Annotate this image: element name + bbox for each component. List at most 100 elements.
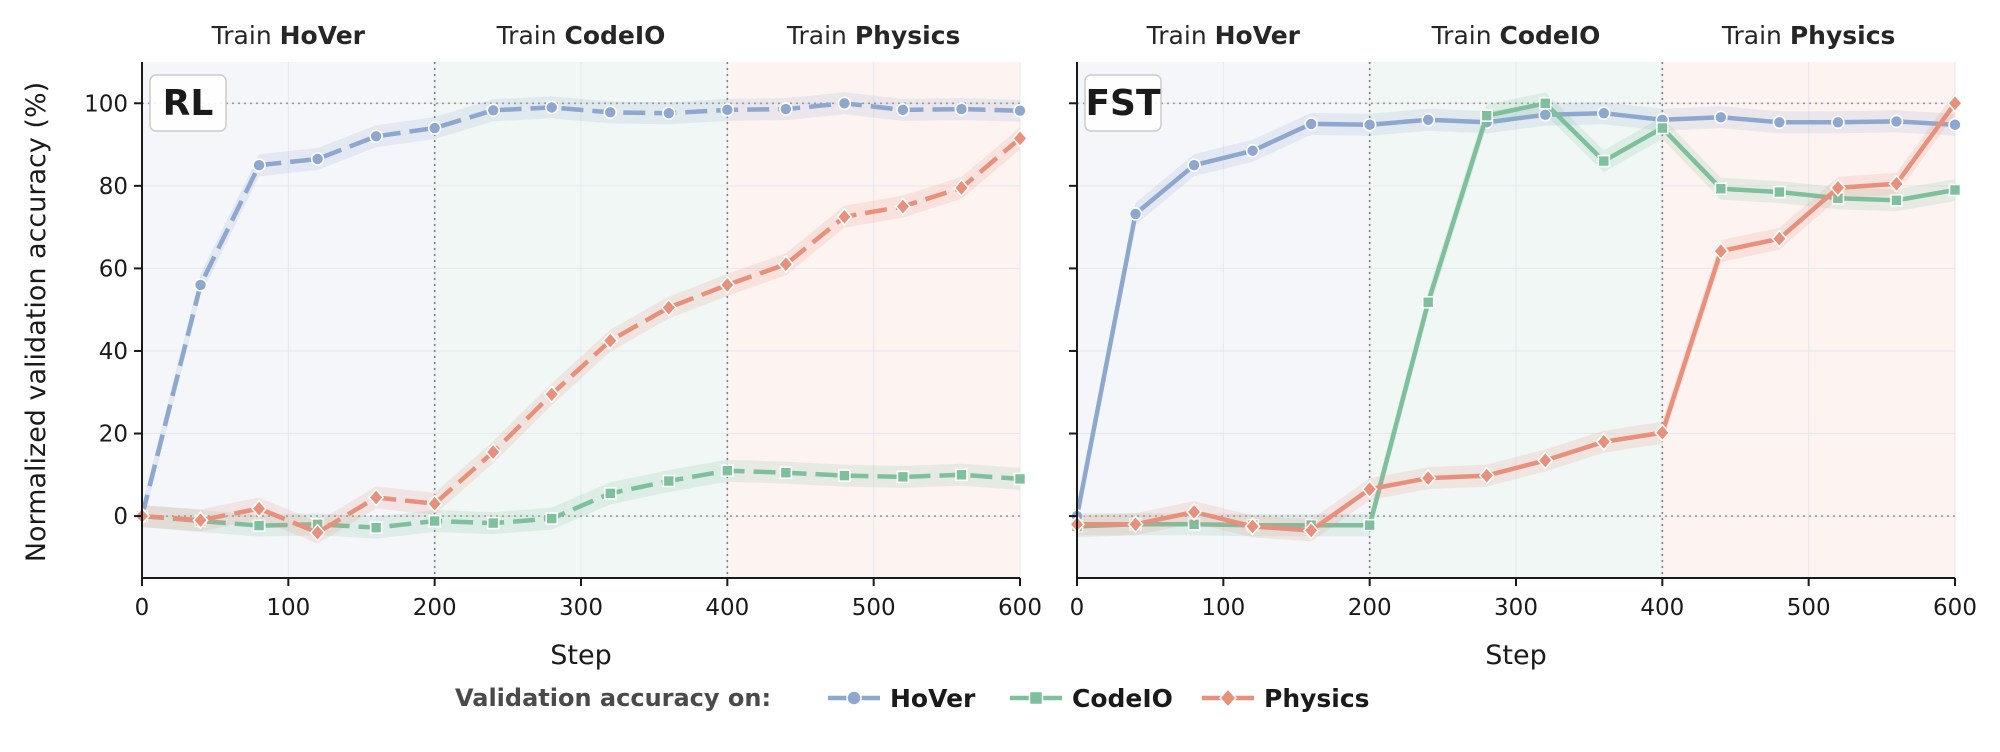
x-tick-label: 100 bbox=[266, 595, 310, 621]
x-tick-label: 400 bbox=[705, 595, 749, 621]
phase-label: Train Physics bbox=[1721, 21, 1896, 50]
data-point-codeio bbox=[721, 464, 734, 477]
data-point-hover bbox=[193, 278, 208, 292]
legend-title: Validation accuracy on: bbox=[455, 684, 771, 712]
data-point-hover bbox=[954, 102, 969, 116]
legend-label: CodeIO bbox=[1072, 684, 1173, 713]
x-tick-label: 600 bbox=[998, 595, 1042, 621]
data-point-hover bbox=[1245, 143, 1260, 158]
x-tick-label: 0 bbox=[135, 595, 150, 621]
data-point-physics bbox=[543, 385, 560, 404]
x-tick-label: 500 bbox=[1787, 595, 1831, 621]
y-tick-label: 100 bbox=[84, 91, 128, 117]
data-point-physics bbox=[1186, 502, 1203, 522]
data-point-codeio bbox=[1597, 154, 1611, 168]
data-point-physics bbox=[251, 499, 268, 518]
series-line-hover bbox=[139, 101, 1021, 517]
data-point-codeio bbox=[603, 487, 617, 500]
y-tick-label: 0 bbox=[113, 504, 128, 530]
data-point-physics bbox=[602, 331, 619, 350]
y-tick-label: 80 bbox=[99, 174, 128, 200]
x-tick-label: 200 bbox=[1348, 595, 1392, 621]
data-point-physics bbox=[1888, 174, 1905, 193]
data-point-hover bbox=[896, 103, 910, 117]
x-tick-label: 0 bbox=[1070, 595, 1085, 621]
phase-label-prefix: Train bbox=[1146, 21, 1215, 50]
data-point-hover bbox=[1948, 117, 1962, 132]
data-point-hover bbox=[427, 121, 442, 135]
legend: Validation accuracy on: HoVer CodeIO Physic… bbox=[455, 684, 1370, 713]
data-point-hover bbox=[1714, 110, 1728, 125]
data-point-hover bbox=[720, 103, 735, 117]
data-point-physics bbox=[1478, 466, 1495, 485]
data-point-codeio bbox=[1773, 185, 1786, 199]
data-point-hover bbox=[1128, 207, 1143, 221]
data-point-physics bbox=[192, 510, 209, 530]
data-point-physics bbox=[1011, 129, 1029, 148]
data-point-codeio bbox=[662, 474, 676, 488]
data-point-codeio bbox=[779, 466, 793, 480]
y-axis-label: Normalized validation accuracy (%) bbox=[21, 82, 52, 562]
phase-label-prefix: Train bbox=[786, 21, 855, 50]
x-tick-label: 300 bbox=[1494, 595, 1538, 621]
data-point-physics bbox=[1829, 178, 1846, 198]
data-point-codeio bbox=[486, 516, 500, 530]
legend-item-hover: HoVer bbox=[828, 684, 976, 713]
data-point-physics bbox=[953, 178, 970, 198]
y-tick-label: 20 bbox=[99, 422, 128, 448]
data-point-hover bbox=[1772, 115, 1787, 130]
data-point-hover bbox=[779, 102, 793, 116]
legend-marker bbox=[1218, 687, 1238, 709]
data-point-physics bbox=[426, 494, 443, 513]
phase-label-task: HoVer bbox=[1215, 21, 1301, 50]
data-point-codeio bbox=[1363, 518, 1376, 532]
data-point-codeio bbox=[1890, 193, 1903, 207]
y-tick-label: 40 bbox=[99, 339, 128, 365]
data-point-physics bbox=[894, 197, 911, 216]
series-line-codeio bbox=[1076, 101, 1956, 529]
data-point-hover bbox=[1013, 103, 1027, 118]
phase-label-prefix: Train bbox=[211, 21, 280, 50]
phase-label: Train HoVer bbox=[1146, 21, 1301, 50]
data-point-hover bbox=[310, 152, 325, 166]
y-tick-label: 60 bbox=[99, 256, 128, 282]
data-point-physics bbox=[1654, 423, 1671, 442]
legend-label: Physics bbox=[1264, 684, 1370, 713]
legend-item-codeio: CodeIO bbox=[1010, 684, 1173, 713]
x-tick-label: 400 bbox=[1640, 595, 1684, 621]
legend-marker bbox=[846, 690, 862, 706]
data-point-codeio bbox=[1480, 109, 1494, 122]
data-point-physics bbox=[660, 298, 677, 317]
phase-label-prefix: Train bbox=[1431, 21, 1500, 50]
data-point-physics bbox=[309, 523, 326, 542]
panel-title-box bbox=[149, 74, 227, 132]
phase-label-task: Physics bbox=[1790, 21, 1896, 50]
x-tick-label: 600 bbox=[1933, 595, 1977, 621]
phase-label: Train Physics bbox=[786, 21, 961, 50]
legend-marker bbox=[1028, 690, 1044, 706]
series-line-hover bbox=[1074, 110, 1956, 517]
data-point-physics bbox=[1420, 468, 1437, 488]
data-point-codeio bbox=[1013, 472, 1027, 486]
data-point-hover bbox=[544, 100, 559, 115]
data-point-codeio bbox=[955, 468, 968, 482]
panel-title: FST bbox=[1085, 83, 1161, 124]
data-point-codeio bbox=[1948, 183, 1962, 197]
legend-item-physics: Physics bbox=[1202, 684, 1370, 713]
data-point-physics bbox=[1712, 241, 1729, 261]
data-point-hover bbox=[1187, 158, 1201, 172]
data-point-codeio bbox=[428, 514, 441, 528]
data-point-physics bbox=[719, 275, 736, 295]
panel-title: RL bbox=[163, 83, 214, 124]
x-tick-label: 100 bbox=[1201, 595, 1245, 621]
data-point-codeio bbox=[896, 470, 910, 484]
data-point-physics bbox=[1771, 229, 1788, 248]
panel-title-box bbox=[1084, 74, 1162, 132]
data-point-physics bbox=[1361, 480, 1378, 499]
data-point-physics bbox=[1595, 432, 1612, 451]
x-tick-label: 300 bbox=[559, 595, 603, 621]
data-point-physics bbox=[485, 442, 502, 462]
